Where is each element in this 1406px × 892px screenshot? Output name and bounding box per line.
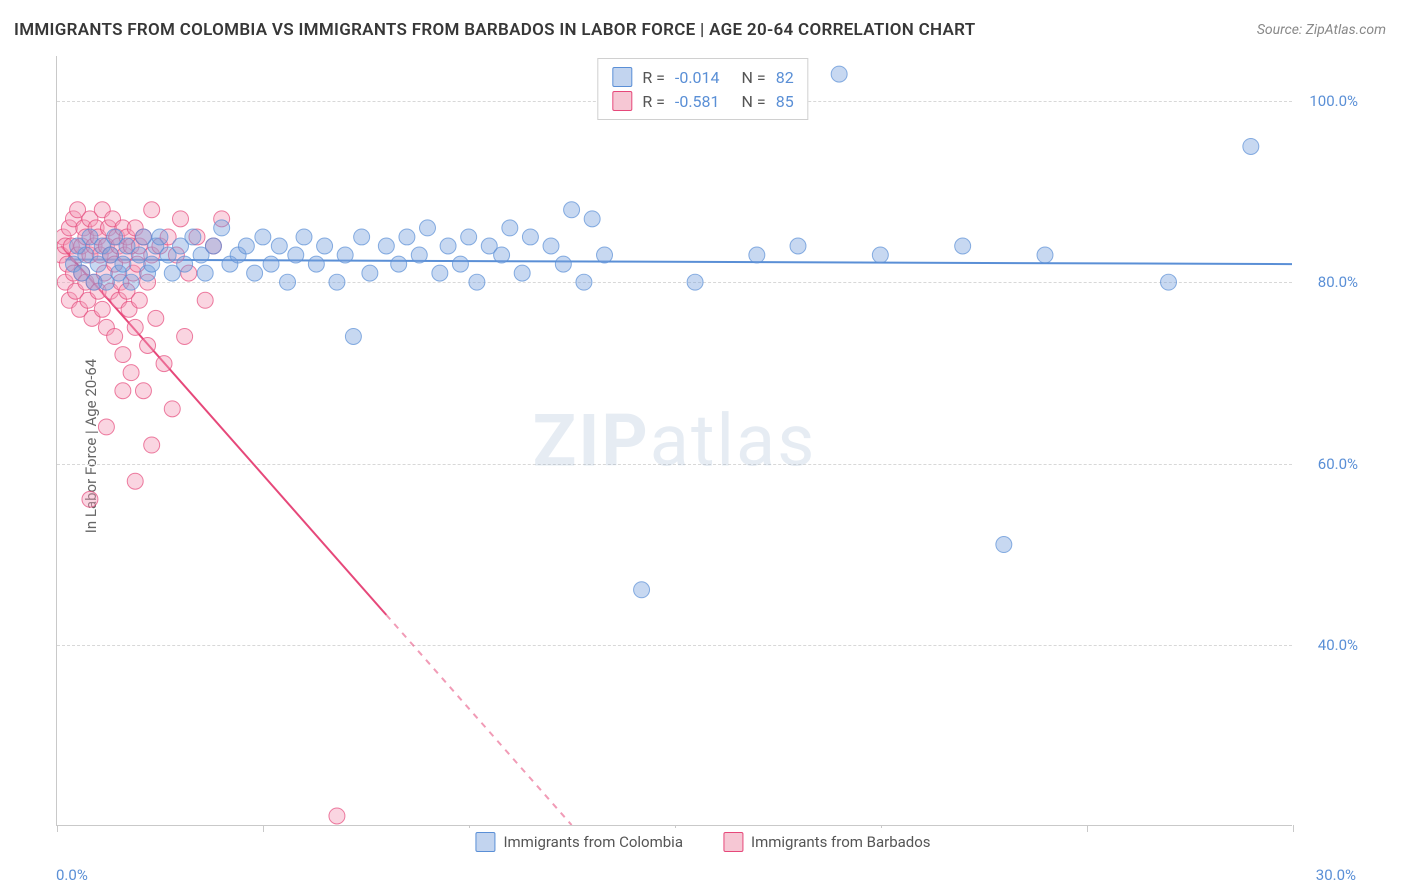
legend-n-value: 82 — [776, 68, 794, 87]
y-tick-label: 80.0% — [1318, 273, 1358, 291]
legend-r-label: R = — [642, 92, 665, 111]
source-attribution: Source: ZipAtlas.com — [1257, 22, 1386, 38]
series-legend: Immigrants from Colombia Immigrants from… — [461, 828, 944, 856]
legend-item-barbados: Immigrants from Barbados — [723, 832, 931, 852]
plot-area: ZIPatlas 40.0%60.0%80.0%100.0% — [56, 56, 1292, 826]
swatch-pink-icon — [723, 832, 743, 852]
x-axis-max-label: 30.0% — [1316, 866, 1356, 884]
y-tick-label: 60.0% — [1318, 455, 1358, 473]
legend-row-colombia: R = -0.014 N = 82 — [612, 65, 793, 89]
x-tick — [1087, 825, 1088, 832]
x-tick — [263, 825, 264, 832]
legend-n-label: N = — [742, 68, 766, 87]
legend-n-value: 85 — [776, 92, 794, 111]
swatch-blue-icon — [475, 832, 495, 852]
legend-r-value: -0.014 — [675, 68, 720, 87]
legend-label: Immigrants from Colombia — [503, 833, 683, 851]
chart-title: IMMIGRANTS FROM COLOMBIA VS IMMIGRANTS F… — [14, 20, 976, 40]
legend-r-value: -0.581 — [675, 92, 720, 111]
legend-row-barbados: R = -0.581 N = 85 — [612, 89, 793, 113]
y-tick-label: 100.0% — [1309, 92, 1358, 110]
x-tick — [1293, 825, 1294, 832]
x-axis-min-label: 0.0% — [56, 866, 88, 884]
swatch-blue-icon — [612, 67, 632, 87]
correlation-legend: R = -0.014 N = 82 R = -0.581 N = 85 — [597, 58, 808, 120]
scatter-plot-svg — [57, 56, 1292, 825]
legend-r-label: R = — [642, 68, 665, 87]
legend-item-colombia: Immigrants from Colombia — [475, 832, 683, 852]
swatch-pink-icon — [612, 91, 632, 111]
legend-n-label: N = — [742, 92, 766, 111]
legend-label: Immigrants from Barbados — [751, 833, 931, 851]
y-tick-label: 40.0% — [1318, 636, 1358, 654]
x-tick — [57, 825, 58, 832]
